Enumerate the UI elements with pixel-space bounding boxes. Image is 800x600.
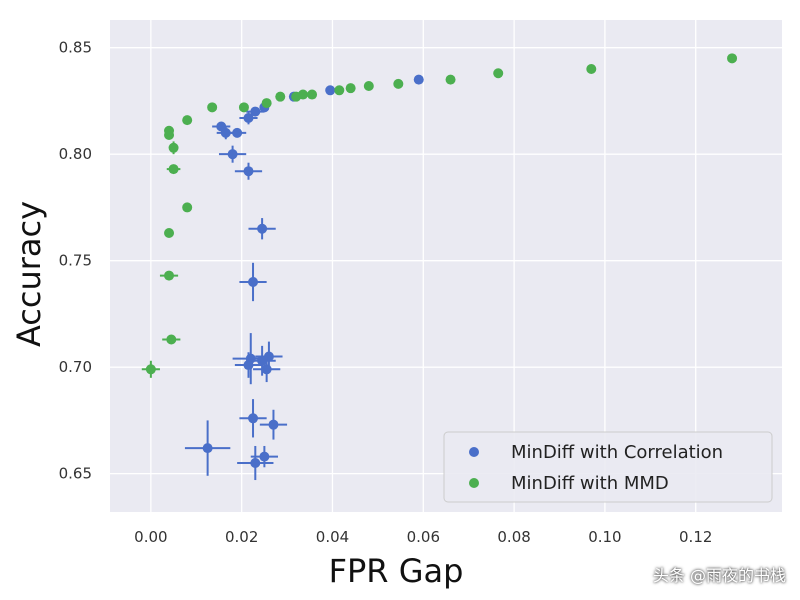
data-point bbox=[345, 83, 356, 94]
legend-marker-mmd bbox=[469, 478, 479, 488]
data-point bbox=[202, 443, 213, 454]
legend-box bbox=[443, 431, 773, 503]
x-axis-label: FPR Gap bbox=[329, 552, 464, 590]
data-point bbox=[164, 227, 175, 238]
data-point bbox=[232, 127, 243, 138]
x-tick-label: 0.06 bbox=[407, 528, 440, 546]
y-tick-label: 0.65 bbox=[59, 465, 92, 483]
data-point bbox=[248, 413, 259, 424]
data-point bbox=[207, 102, 218, 113]
data-point bbox=[257, 223, 268, 234]
data-point bbox=[248, 276, 259, 287]
x-tick-label: 0.00 bbox=[134, 528, 167, 546]
y-axis-label: Accuracy bbox=[10, 201, 48, 347]
data-point bbox=[250, 458, 261, 469]
plot-area bbox=[110, 20, 782, 512]
data-point bbox=[363, 81, 374, 92]
x-tick-label: 0.02 bbox=[225, 528, 258, 546]
series-correlation bbox=[184, 74, 424, 481]
data-point bbox=[493, 68, 504, 79]
data-point bbox=[727, 53, 738, 64]
data-point bbox=[334, 85, 345, 96]
data-point bbox=[445, 74, 456, 85]
grid-lines bbox=[110, 20, 782, 512]
watermark: 头条 @雨夜的书栈 bbox=[652, 566, 786, 585]
data-point bbox=[263, 351, 274, 362]
x-tick-label: 0.04 bbox=[316, 528, 349, 546]
data-point bbox=[145, 364, 156, 375]
y-tick-labels: 0.65 0.70 0.75 0.80 0.85 bbox=[59, 39, 92, 483]
y-tick-label: 0.85 bbox=[59, 39, 92, 57]
data-point bbox=[166, 334, 177, 345]
data-point bbox=[297, 89, 308, 100]
x-tick-label: 0.12 bbox=[679, 528, 712, 546]
data-point bbox=[243, 360, 254, 371]
data-point bbox=[227, 149, 238, 160]
data-point bbox=[164, 270, 175, 281]
legend: MinDiff with Correlation MinDiff with MM… bbox=[443, 431, 773, 503]
series-mmd bbox=[141, 53, 738, 378]
data-point bbox=[182, 202, 193, 213]
data-point bbox=[168, 164, 179, 175]
legend-label-mmd: MinDiff with MMD bbox=[511, 473, 669, 494]
data-point bbox=[182, 115, 193, 126]
legend-marker-correlation bbox=[469, 447, 479, 457]
data-point bbox=[307, 89, 318, 100]
legend-label-correlation: MinDiff with Correlation bbox=[511, 442, 723, 463]
y-tick-label: 0.75 bbox=[59, 252, 92, 270]
y-tick-label: 0.70 bbox=[59, 358, 92, 376]
data-point bbox=[586, 63, 597, 74]
data-point bbox=[259, 451, 270, 462]
data-point bbox=[250, 106, 261, 117]
x-tick-labels: 0.00 0.02 0.04 0.06 0.08 0.10 0.12 bbox=[134, 528, 712, 546]
data-point bbox=[261, 364, 272, 375]
data-point bbox=[325, 85, 336, 96]
data-point bbox=[238, 102, 249, 113]
data-point bbox=[243, 166, 254, 177]
data-series bbox=[141, 53, 738, 481]
data-point bbox=[168, 142, 179, 153]
x-tick-label: 0.10 bbox=[588, 528, 621, 546]
data-point bbox=[268, 419, 279, 430]
data-point bbox=[243, 112, 254, 123]
data-point bbox=[164, 125, 175, 136]
data-point bbox=[261, 98, 272, 109]
data-point bbox=[216, 121, 227, 132]
y-tick-label: 0.80 bbox=[59, 145, 92, 163]
data-point bbox=[275, 91, 286, 102]
x-tick-label: 0.08 bbox=[497, 528, 530, 546]
data-point bbox=[413, 74, 424, 85]
data-point bbox=[393, 78, 404, 89]
